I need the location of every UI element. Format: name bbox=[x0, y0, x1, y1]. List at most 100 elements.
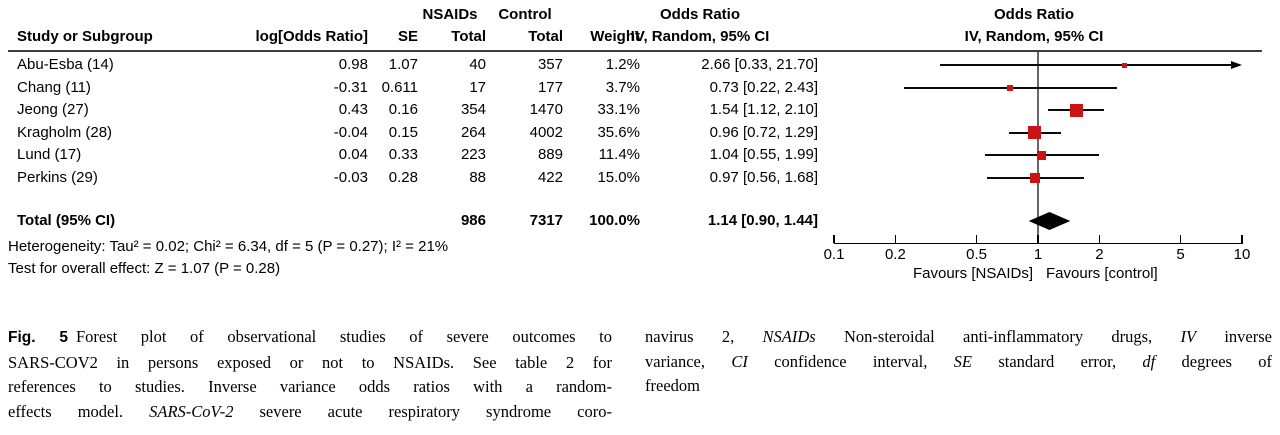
axis-tick-label: 1 bbox=[1033, 246, 1043, 263]
control-total-value: 422 bbox=[537, 168, 563, 186]
ci-line bbox=[939, 64, 1233, 67]
caption-segment: effects model. bbox=[8, 401, 150, 421]
nsaids-total-value: 354 bbox=[460, 101, 486, 118]
caption-segment: variance, bbox=[645, 351, 732, 371]
caption-line: variance, CI confidence interval, SE sta… bbox=[645, 350, 1272, 375]
caption-line: freedom bbox=[645, 374, 1272, 399]
weight-column-header: Weight bbox=[590, 28, 640, 45]
total-control-value: 7317 bbox=[529, 212, 563, 229]
caption-segment: SE bbox=[953, 351, 973, 371]
study-name: Chang (11) bbox=[17, 78, 91, 96]
se-value: 0.15 bbox=[388, 123, 418, 141]
control-total-column-header: Total bbox=[528, 28, 563, 45]
log-or-value: -0.03 bbox=[333, 168, 368, 186]
axis-tick-label: 0.1 bbox=[823, 246, 845, 263]
se-value: 0.28 bbox=[388, 168, 418, 186]
weight-value: 33.1% bbox=[597, 101, 640, 118]
or-marker bbox=[1030, 172, 1041, 183]
total-row: Total (95% CI) 986 7317 100.0% 1.14 [0.9… bbox=[0, 212, 860, 230]
or-marker bbox=[1122, 62, 1128, 68]
log-or-value: -0.04 bbox=[333, 123, 368, 141]
caption-segment: standard error, bbox=[972, 351, 1143, 371]
caption-segment: CI bbox=[731, 351, 748, 371]
or-marker bbox=[1069, 103, 1083, 117]
ci-value: 0.73 [0.22, 2.43] bbox=[709, 78, 818, 96]
axis-tick bbox=[1098, 235, 1101, 243]
header-divider bbox=[8, 49, 1262, 52]
nsaids-total-value: 223 bbox=[460, 146, 486, 163]
caption-segment: references to studies. Inverse variance … bbox=[8, 377, 612, 396]
se-value: 0.33 bbox=[388, 146, 418, 163]
study-rows: Abu-Esba (14) 0.98 1.07 40 357 1.2% 2.66… bbox=[0, 54, 860, 189]
weight-value: 11.4% bbox=[598, 146, 640, 163]
caption-segment: navirus 2, bbox=[645, 327, 763, 346]
ci-line bbox=[1048, 109, 1104, 112]
caption-segment: SARS-CoV-2 bbox=[149, 401, 234, 421]
control-total-value: 889 bbox=[537, 146, 563, 163]
caption-segment: Forest plot of observational studies of … bbox=[75, 327, 612, 346]
caption-line: Fig. 5 Forest plot of observational studi… bbox=[8, 325, 612, 351]
log-or-value: 0.04 bbox=[338, 146, 368, 163]
axis-tick-label: 0.2 bbox=[884, 246, 906, 263]
nsaids-total-value: 17 bbox=[469, 78, 486, 96]
axis-tick bbox=[833, 235, 835, 243]
se-value: 1.07 bbox=[388, 56, 418, 73]
log-or-value: -0.31 bbox=[333, 78, 368, 96]
control-total-value: 4002 bbox=[529, 123, 563, 141]
plot-subtitle: IV, Random, 95% CI bbox=[964, 28, 1104, 45]
caption-segment: freedom bbox=[645, 376, 700, 395]
ci-value: 1.54 [1.12, 2.10] bbox=[709, 101, 818, 118]
weight-value: 35.6% bbox=[597, 123, 640, 141]
study-name: Abu-Esba (14) bbox=[17, 56, 114, 73]
ci-value: 0.97 [0.56, 1.68] bbox=[709, 168, 818, 186]
favours-nsaids-label: Favours [NSAIDs] bbox=[912, 265, 1033, 282]
table-row: Perkins (29) -0.03 0.28 88 422 15.0% 0.9… bbox=[0, 167, 860, 190]
control-total-value: 1470 bbox=[529, 101, 563, 118]
se-column-header: SE bbox=[397, 28, 418, 45]
ci-line bbox=[986, 176, 1084, 179]
nsaids-total-column-header: Total bbox=[451, 28, 486, 45]
weight-value: 15.0% bbox=[597, 168, 640, 186]
summary-diamond bbox=[1028, 212, 1071, 230]
control-group-header: Control bbox=[498, 6, 552, 23]
odds-ratio-column-title: Odds Ratio bbox=[659, 6, 740, 23]
or-marker bbox=[1027, 126, 1042, 140]
table-row: Kragholm (28) -0.04 0.15 264 4002 35.6% … bbox=[0, 122, 860, 145]
reference-line-or-1 bbox=[1037, 52, 1039, 243]
axis-tick bbox=[1037, 235, 1039, 243]
caption-line: references to studies. Inverse variance … bbox=[8, 375, 612, 400]
table-row: Chang (11) -0.31 0.611 17 177 3.7% 0.73 … bbox=[0, 77, 860, 100]
axis-tick bbox=[975, 235, 978, 243]
caption-line: effects model. SARS-CoV-2 severe acute r… bbox=[8, 400, 612, 425]
ci-line bbox=[1008, 131, 1061, 134]
caption-segment: confidence interval, bbox=[747, 351, 954, 371]
axis-tick-label: 10 bbox=[1233, 246, 1251, 263]
log-or-column-header: log[Odds Ratio] bbox=[255, 28, 369, 45]
ci-line bbox=[903, 86, 1117, 89]
ci-line bbox=[985, 154, 1099, 157]
weight-value: 1.2% bbox=[605, 56, 640, 73]
ci-value: 2.66 [0.33, 21.70] bbox=[701, 56, 818, 73]
control-total-value: 357 bbox=[537, 56, 563, 73]
ci-value: 0.96 [0.72, 1.29] bbox=[709, 123, 818, 141]
nsaids-total-value: 264 bbox=[460, 123, 486, 141]
total-weight-value: 100.0% bbox=[589, 212, 640, 229]
x-axis-line bbox=[833, 242, 1243, 245]
caption-segment: severe acute respiratory syndrome coro- bbox=[233, 401, 612, 421]
ci-column-header: IV, Random, 95% CI bbox=[630, 28, 770, 45]
figure-caption-right-column: navirus 2, NSAIDs Non-steroidal anti-inf… bbox=[645, 325, 1272, 399]
caption-segment: NSAIDs bbox=[762, 327, 816, 346]
nsaids-total-value: 88 bbox=[469, 168, 486, 186]
caption-segment: IV bbox=[1180, 327, 1197, 346]
total-ci-value: 1.14 [0.90, 1.44] bbox=[707, 212, 818, 229]
log-or-value: 0.43 bbox=[338, 101, 368, 118]
table-group-headers: NSAIDs Control Odds Ratio Odds Ratio bbox=[0, 5, 1280, 25]
caption-segment: SARS-COV2 in persons exposed or not to N… bbox=[8, 352, 612, 372]
caption-line: SARS-COV2 in persons exposed or not to N… bbox=[8, 351, 612, 376]
total-nsaids-value: 986 bbox=[460, 212, 486, 229]
table-column-headers: Study or Subgroup log[Odds Ratio] SE Tot… bbox=[0, 27, 1280, 47]
axis-tick-label: 2 bbox=[1095, 246, 1104, 263]
study-name: Jeong (27) bbox=[17, 101, 89, 118]
weight-value: 3.7% bbox=[605, 78, 640, 96]
